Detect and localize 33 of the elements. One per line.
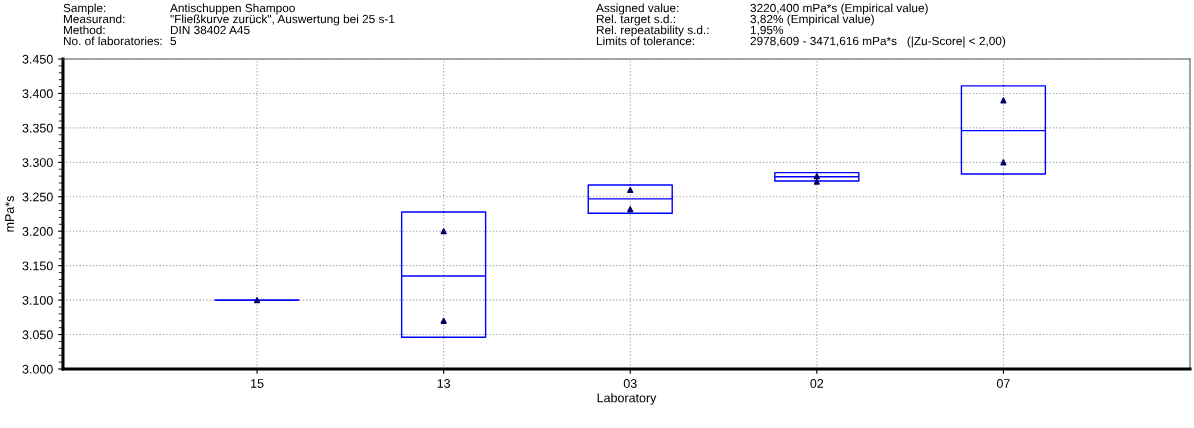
text: No. of laboratories:: [63, 36, 162, 46]
text: Rel. repeatability s.d.:: [596, 25, 709, 37]
y-axis-title: mPa*s: [5, 196, 14, 232]
y-tick-label: 3.050: [22, 330, 53, 340]
x-tick-label: 15: [251, 379, 264, 388]
x-tick-label: 13: [437, 379, 451, 388]
x-tick-label: 07: [996, 379, 1010, 388]
y-tick-label: 3.350: [22, 123, 53, 133]
text: Sample:: [63, 3, 106, 15]
y-tick-label: 3.100: [22, 295, 53, 305]
text: 5: [170, 36, 177, 46]
text: Measurand:: [63, 14, 125, 24]
text: Assigned value:: [596, 3, 679, 15]
x-tick-label: 02: [810, 379, 824, 388]
text: Method:: [63, 25, 105, 35]
text: Limits of tolerance:: [596, 36, 694, 46]
y-tick-label: 3.300: [22, 158, 53, 167]
text: Rel. target s.d.:: [596, 14, 675, 26]
x-axis-title: Laboratory: [597, 393, 657, 405]
text: 1,95%: [750, 25, 784, 36]
text: 3,82% (Empirical value): [750, 14, 874, 26]
y-tick-label: 3.450: [22, 54, 53, 64]
x-tick-label: 03: [623, 379, 637, 388]
y-tick-label: 3.400: [22, 89, 53, 99]
y-tick-label: 3.150: [22, 261, 53, 271]
text: DIN 38402 A45: [170, 25, 250, 35]
y-tick-label: 3.200: [22, 227, 53, 236]
text: 3220,400 mPa*s (Empirical value): [750, 3, 928, 15]
text: Antischuppen Shampoo: [170, 3, 295, 15]
text: 2978,609 - 3471,616 mPa*s (|Zu-Score| < 2,00): [750, 36, 1006, 48]
y-tick-label: 3.000: [22, 364, 53, 374]
y-tick-label: 3.250: [22, 192, 53, 202]
text: "Fließkurve zurück", Auswertung bei 25 s-1: [170, 14, 395, 26]
